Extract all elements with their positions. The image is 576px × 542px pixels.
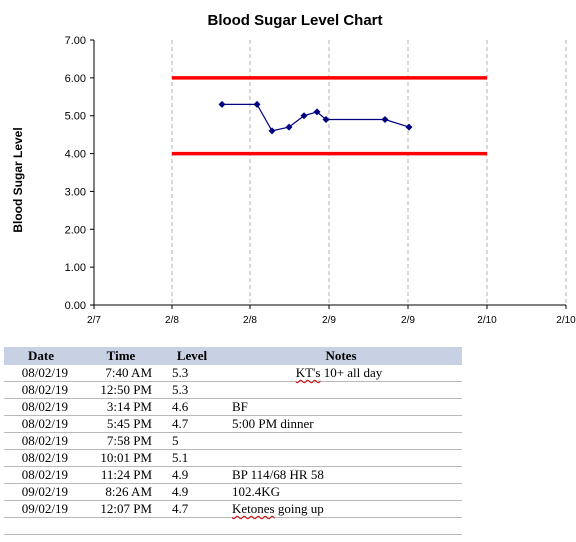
cell-level: 5.3 [164, 365, 220, 382]
cell-level: 4.6 [164, 398, 220, 416]
cell-date: 08/02/19 [4, 365, 78, 382]
data-point [405, 123, 413, 131]
cell-level: 5 [164, 432, 220, 450]
cell-date: 08/02/19 [4, 398, 78, 416]
data-point [253, 100, 261, 108]
cell-date: 08/02/19 [4, 449, 78, 467]
table-header-row: Date Time Level Notes [4, 347, 462, 365]
cell-level: 4.7 [164, 415, 220, 433]
cell-time: 11:24 PM [78, 466, 164, 484]
table-row: 08/02/19 10:01 PM 5.1 [4, 449, 462, 467]
data-point [313, 108, 321, 116]
x-tick-label: 2/8 [243, 315, 257, 326]
cell-time: 8:26 AM [78, 483, 164, 501]
y-tick-label: 4.00 [65, 149, 86, 161]
cell-time: 7:58 PM [78, 432, 164, 450]
blood-sugar-log-table: Date Time Level Notes 08/02/19 7:40 AM 5.3… [4, 347, 462, 535]
table-row: 08/02/19 5:45 PM 4.7 5:00 PM dinner [4, 415, 462, 433]
cell-notes [220, 449, 462, 467]
table-row: 09/02/19 8:26 AM 4.9 102.4KG [4, 483, 462, 501]
empty-cell [78, 517, 164, 535]
data-point [218, 100, 226, 108]
y-axis-label: Blood Sugar Level [11, 127, 25, 232]
header-time: Time [78, 347, 164, 365]
cell-time: 10:01 PM [78, 449, 164, 467]
table-row: 08/02/19 11:24 PM 4.9 BP 114/68 HR 58 [4, 466, 462, 484]
series-line [218, 100, 413, 135]
grid-lines [171, 40, 567, 305]
data-point [381, 116, 389, 123]
y-tick-label: 2.00 [65, 224, 86, 236]
cell-time: 7:40 AM [78, 365, 164, 382]
cell-level: 5.1 [164, 449, 220, 467]
cell-notes: BF [220, 398, 462, 416]
y-tick-label: 5.00 [65, 111, 86, 123]
x-tick-label: 2/10 [556, 315, 576, 326]
x-tick-label: 2/8 [165, 315, 179, 326]
table-row-empty [4, 517, 462, 535]
cell-date: 08/02/19 [4, 432, 78, 450]
y-tick-label: 3.00 [65, 186, 86, 198]
table-row: 08/02/19 3:14 PM 4.6 BF [4, 398, 462, 416]
cell-date: 09/02/19 [4, 500, 78, 518]
cell-date: 09/02/19 [4, 483, 78, 501]
empty-cell [164, 517, 220, 535]
reference-lines [172, 76, 487, 156]
blood-sugar-chart: Blood Sugar Level Chart Blood Sugar Leve… [11, 12, 576, 326]
x-tick-label: 2/9 [322, 315, 336, 326]
cell-time: 12:07 PM [78, 500, 164, 518]
table-row: 09/02/19 12:07 PM 4.7 Ketones going up [4, 500, 462, 518]
header-notes: Notes [220, 347, 462, 365]
y-tick-label: 1.00 [65, 262, 86, 274]
data-point [285, 123, 293, 131]
table-row: 08/02/19 7:40 AM 5.3 KT's 10+ all day [4, 365, 462, 382]
cell-notes: KT's 10+ all day [220, 365, 462, 382]
chart-title: Blood Sugar Level Chart [207, 12, 382, 29]
header-date: Date [4, 347, 78, 365]
chart-axes [90, 39, 567, 309]
cell-notes [220, 381, 462, 399]
y-tick-label: 6.00 [65, 73, 86, 85]
data-point [300, 112, 308, 120]
cell-notes: 5:00 PM dinner [220, 415, 462, 433]
empty-cell [4, 517, 78, 535]
cell-notes: 102.4KG [220, 483, 462, 501]
cell-time: 12:50 PM [78, 381, 164, 399]
y-tick-label: 7.00 [65, 35, 86, 47]
cell-time: 5:45 PM [78, 415, 164, 433]
y-tick-label: 0.00 [65, 300, 86, 312]
table-row: 08/02/19 7:58 PM 5 [4, 432, 462, 450]
header-level: Level [164, 347, 220, 365]
cell-notes [220, 432, 462, 450]
y-tick-labels: 0.00 1.00 2.00 3.00 4.00 5.00 6.00 7.00 [65, 35, 86, 312]
cell-date: 08/02/19 [4, 415, 78, 433]
cell-notes: BP 114/68 HR 58 [220, 466, 462, 484]
cell-level: 5.3 [164, 381, 220, 399]
table-row: 08/02/19 12:50 PM 5.3 [4, 381, 462, 399]
cell-level: 4.9 [164, 466, 220, 484]
cell-notes: Ketones going up [220, 500, 462, 518]
cell-time: 3:14 PM [78, 398, 164, 416]
cell-date: 08/02/19 [4, 466, 78, 484]
x-tick-label: 2/7 [87, 315, 101, 326]
cell-level: 4.7 [164, 500, 220, 518]
empty-cell [220, 517, 462, 535]
data-point [268, 127, 276, 135]
data-point [322, 116, 330, 123]
x-tick-labels: 2/7 2/8 2/8 2/9 2/9 2/10 2/10 [87, 315, 576, 326]
x-tick-label: 2/10 [477, 315, 497, 326]
cell-level: 4.9 [164, 483, 220, 501]
x-tick-label: 2/9 [401, 315, 415, 326]
cell-date: 08/02/19 [4, 381, 78, 399]
